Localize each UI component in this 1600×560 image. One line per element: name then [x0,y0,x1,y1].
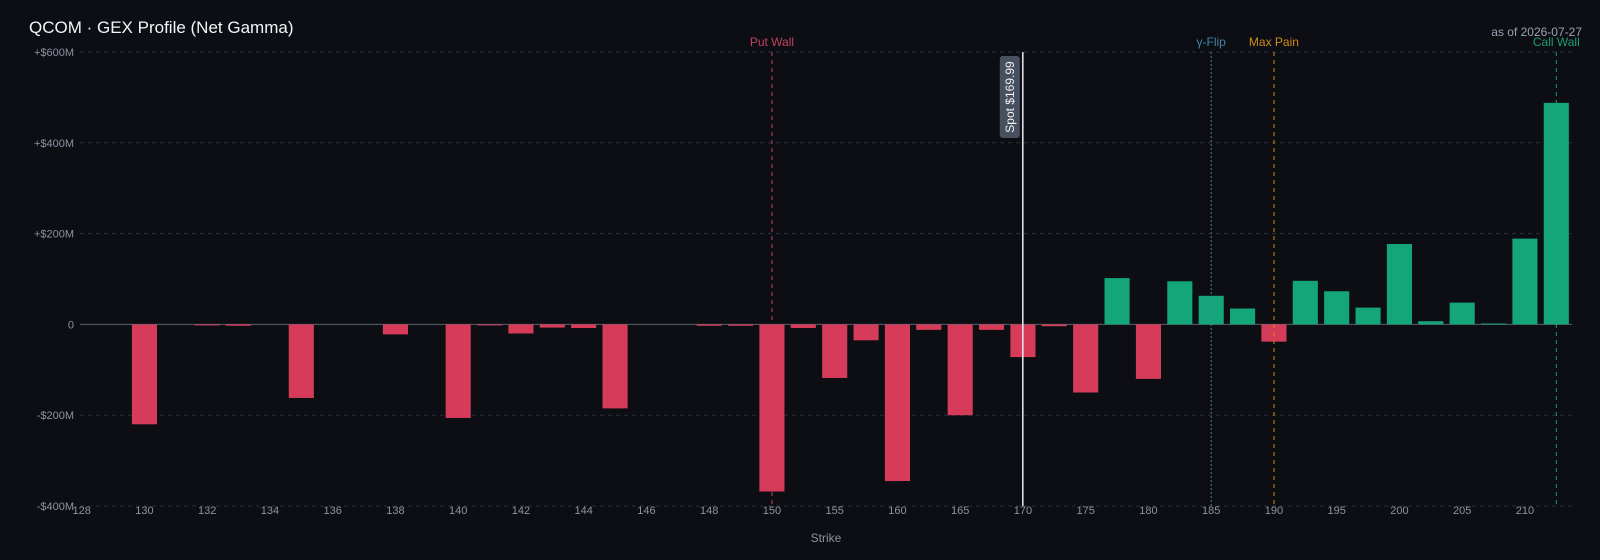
x-tick-label: 170 [1014,505,1032,517]
marker-label: Max Pain [1249,35,1299,49]
x-tick-label: 155 [826,505,844,517]
y-tick-label: 0 [68,319,74,331]
x-tick-label: 175 [1077,505,1095,517]
x-tick-label: 142 [512,505,530,517]
marker-label: Call Wall [1533,35,1580,49]
y-tick-label: +$600M [34,47,74,59]
y-tick-label: -$200M [37,410,74,422]
bar-138 [382,324,408,335]
x-tick-label: 180 [1139,505,1157,517]
bar-207.5 [1481,323,1507,325]
spot-label: Spot $169.99 [1003,61,1017,133]
bar-143 [539,324,565,328]
bar-180 [1135,324,1161,379]
bar-175 [1073,324,1099,393]
x-tick-label: 165 [951,505,969,517]
bar-200 [1386,244,1412,325]
bar-165 [947,324,973,416]
bar-133 [226,324,252,326]
bar-202.5 [1418,321,1444,325]
bar-197.5 [1355,307,1381,325]
y-tick-label: +$400M [34,138,74,150]
x-tick-label: 205 [1453,505,1471,517]
x-tick-label: 136 [324,505,342,517]
bar-145 [602,324,628,409]
marker-label: γ-Flip [1197,35,1227,49]
bar-195 [1324,291,1350,325]
marker-label: Put Wall [750,35,794,49]
x-tick-label: 210 [1516,505,1534,517]
x-tick-label: 146 [637,505,655,517]
bar-210 [1512,238,1538,325]
bar-160 [884,324,910,482]
chart-title: QCOM · GEX Profile (Net Gamma) [29,18,294,37]
x-tick-label: 144 [575,505,593,517]
bar-140 [445,324,471,418]
y-tick-label: +$200M [34,229,74,241]
bar-141 [477,324,503,326]
x-tick-label: 195 [1328,505,1346,517]
x-tick-label: 138 [386,505,404,517]
bar-144 [571,324,597,329]
x-tick-label: 140 [449,505,467,517]
bar-155 [822,324,848,378]
spot-badge-bg [999,56,1020,138]
x-tick-label: 148 [700,505,718,517]
bar-132 [194,324,220,326]
x-tick-label: 128 [73,505,91,517]
x-tick-label: 130 [135,505,153,517]
bar-130 [131,324,157,425]
bar-148 [696,324,722,326]
bar-135 [288,324,314,398]
y-tick-label: -$400M [37,501,74,513]
bar-142 [508,324,534,334]
bar-187.5 [1230,308,1256,325]
x-tick-label: 132 [198,505,216,517]
bar-157.5 [853,324,879,341]
bar-192.5 [1292,280,1318,325]
as-of-date: as of 2026-07-27 [1491,25,1582,39]
x-tick-label: 134 [261,505,279,517]
bar-177.5 [1104,278,1130,325]
bar-172.5 [1041,324,1067,327]
x-tick-label: 185 [1202,505,1220,517]
x-tick-label: 160 [888,505,906,517]
bar-182.5 [1167,281,1193,325]
bar-205 [1449,302,1475,325]
x-tick-label: 190 [1265,505,1283,517]
bar-152.5 [790,324,816,329]
x-tick-label: 200 [1390,505,1408,517]
bar-162.5 [916,324,942,330]
x-axis-label: Strike [811,531,842,545]
spot-badge: Spot $169.99 [999,56,1020,138]
bar-167.5 [979,324,1005,330]
bar-149 [728,324,754,326]
x-tick-label: 150 [763,505,781,517]
